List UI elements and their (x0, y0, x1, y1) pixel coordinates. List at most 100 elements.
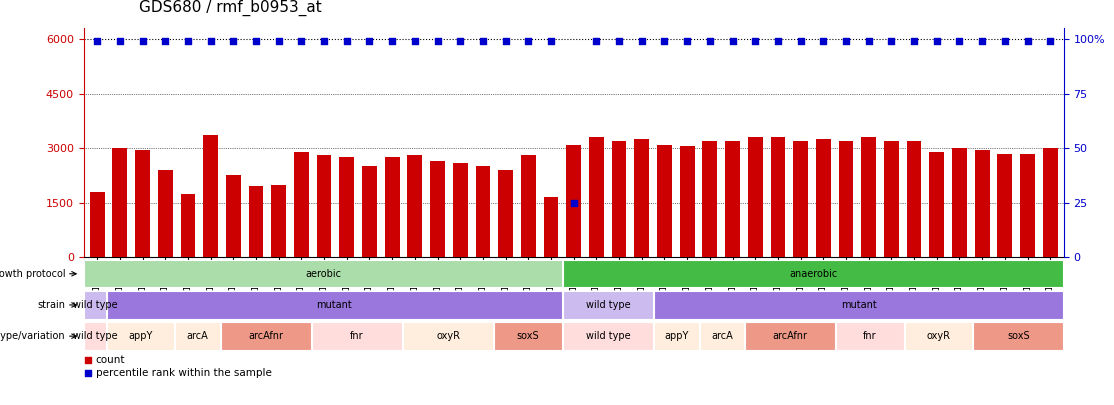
Bar (90, 192, 105, 257)
Point (393, 190, 411, 197)
Bar (107, 322, 174, 350)
Bar (272, 185, 286, 257)
Text: wild type: wild type (72, 331, 117, 341)
Point (928, 38, 946, 45)
Text: growth protocol: growth protocol (0, 269, 65, 279)
Bar (839, 141, 853, 257)
Bar (907, 141, 921, 257)
Text: count: count (96, 355, 125, 365)
Bar (680, 146, 694, 257)
Bar (861, 137, 876, 257)
Text: fnr: fnr (863, 331, 877, 341)
Point (974, 38, 991, 45)
Bar (312, 322, 402, 350)
Point (860, 38, 878, 45)
Point (451, 38, 469, 45)
Bar (221, 322, 311, 350)
Bar (657, 145, 672, 257)
Point (293, 38, 311, 45)
Point (519, 38, 537, 45)
Bar (521, 156, 536, 257)
Point (837, 38, 854, 45)
Text: arcAfnr: arcAfnr (248, 331, 283, 341)
Text: wild type: wild type (586, 331, 631, 341)
Bar (107, 291, 561, 319)
Bar (771, 137, 785, 257)
Bar (563, 322, 653, 350)
Bar (654, 322, 698, 350)
Bar (430, 161, 444, 257)
Bar (384, 157, 400, 257)
Point (655, 38, 673, 45)
Bar (975, 150, 989, 257)
Bar (634, 139, 649, 257)
Point (882, 38, 900, 45)
Point (393, 310, 411, 317)
Bar (544, 197, 558, 257)
Point (769, 38, 786, 45)
Bar (745, 322, 836, 350)
Bar (158, 170, 173, 257)
Bar (453, 163, 468, 257)
Bar (476, 166, 490, 257)
Text: percentile rank within the sample: percentile rank within the sample (96, 368, 272, 378)
Bar (815, 139, 831, 257)
Point (270, 38, 287, 45)
Bar (1043, 148, 1057, 257)
Text: oxyR: oxyR (437, 331, 460, 341)
Bar (495, 322, 561, 350)
Bar (248, 186, 263, 257)
Text: strain: strain (37, 300, 65, 310)
Point (565, 199, 583, 206)
Bar (700, 322, 744, 350)
Bar (135, 150, 150, 257)
Text: arcA: arcA (187, 331, 208, 341)
Point (405, 38, 423, 45)
Bar (362, 166, 377, 257)
Text: mutant: mutant (316, 300, 352, 310)
Point (156, 38, 174, 45)
Point (338, 38, 355, 45)
Point (543, 38, 560, 45)
Text: arcAfnr: arcAfnr (773, 331, 808, 341)
Text: appY: appY (664, 331, 688, 341)
Point (610, 38, 628, 45)
Bar (113, 148, 127, 257)
Point (202, 38, 219, 45)
Text: arcA: arcA (711, 331, 733, 341)
Bar (563, 291, 653, 319)
Text: mutant: mutant (841, 300, 877, 310)
Text: oxyR: oxyR (927, 331, 950, 341)
Bar (905, 322, 973, 350)
Point (724, 38, 742, 45)
Point (224, 38, 242, 45)
Point (315, 38, 333, 45)
Point (950, 38, 968, 45)
Bar (84, 291, 106, 319)
Point (792, 38, 810, 45)
Point (996, 38, 1014, 45)
Point (247, 38, 265, 45)
Point (134, 38, 152, 45)
Point (1018, 38, 1036, 45)
Bar (203, 136, 218, 257)
Point (497, 38, 515, 45)
Bar (340, 157, 354, 257)
Bar (566, 145, 582, 257)
Point (701, 38, 719, 45)
Text: genotype/variation: genotype/variation (0, 331, 65, 341)
Bar (294, 152, 309, 257)
Bar (589, 137, 604, 257)
Bar (408, 156, 422, 257)
Point (746, 38, 764, 45)
Bar (929, 152, 945, 257)
Text: appY: appY (128, 331, 153, 341)
Point (361, 38, 379, 45)
Text: fnr: fnr (350, 331, 364, 341)
Bar (725, 141, 740, 257)
Bar (180, 194, 195, 257)
Point (475, 38, 492, 45)
Bar (793, 141, 808, 257)
Bar (498, 170, 514, 257)
Bar (1020, 153, 1035, 257)
